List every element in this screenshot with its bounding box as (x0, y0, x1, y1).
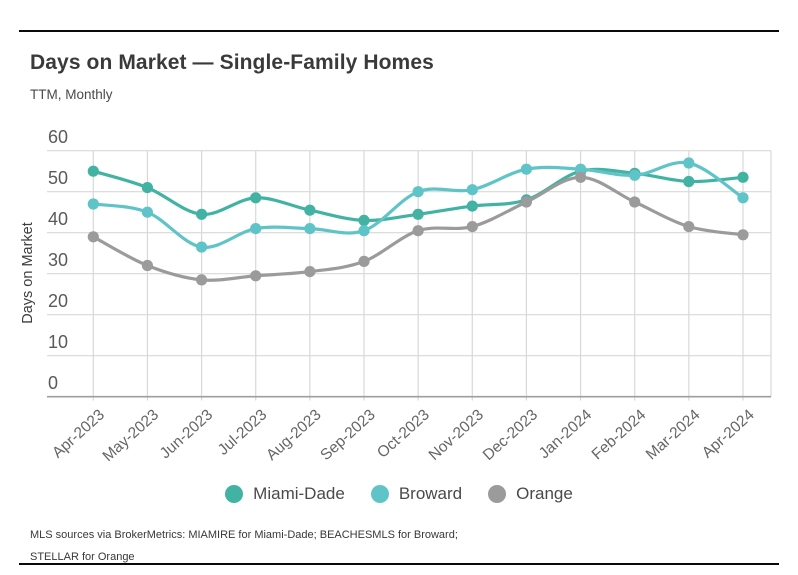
data-point-orange (575, 171, 587, 183)
data-point-broward (683, 157, 695, 169)
x-tick-label: Oct-2023 (374, 406, 433, 461)
data-point-broward (466, 184, 478, 196)
data-point-orange (412, 225, 424, 237)
data-point-miami-dade (412, 208, 424, 220)
chart-legend: Miami-Dade Broward Orange (0, 484, 798, 504)
legend-item-orange: Orange (488, 484, 573, 504)
top-rule (19, 30, 779, 32)
legend-dot-icon (488, 485, 507, 503)
x-tick-label: May-2023 (100, 406, 163, 465)
x-tick-label: Aug-2023 (263, 406, 324, 464)
legend-label: Broward (398, 484, 463, 503)
data-point-orange (629, 196, 641, 208)
data-point-orange (250, 270, 262, 282)
x-tick-label: Sep-2023 (317, 406, 378, 464)
data-point-broward (520, 163, 533, 175)
y-axis-title: Days on Market (20, 222, 36, 324)
x-tick-label: Feb-2024 (589, 406, 650, 463)
bottom-rule (19, 563, 779, 565)
y-tick-label: 40 (48, 209, 68, 229)
x-tick-label: Jul-2023 (215, 406, 271, 458)
x-tick-label: Apr-2024 (699, 406, 758, 462)
data-point-broward (87, 198, 99, 210)
x-tick-label: Nov-2023 (426, 406, 487, 464)
legend-item-broward: Broward (370, 484, 463, 504)
legend-label: Orange (516, 484, 573, 503)
data-point-miami-dade (304, 204, 316, 216)
x-tick-label: Mar-2024 (643, 406, 704, 463)
footer-source-line1: MLS sources via BrokerMetrics: MIAMIRE f… (30, 529, 458, 541)
y-tick-label: 0 (48, 373, 58, 393)
footer-source-note: MLS sources via BrokerMetrics: MIAMIRE f… (30, 524, 458, 568)
data-point-broward (304, 223, 316, 235)
data-point-broward (196, 241, 208, 253)
chart-subtitle: TTM, Monthly (30, 87, 113, 102)
y-tick-label: 60 (48, 127, 68, 147)
page-title: Days on Market — Single-Family Homes (30, 51, 434, 74)
data-point-orange (683, 221, 695, 233)
y-tick-label: 30 (48, 250, 68, 270)
legend-label: Miami-Dade (253, 484, 345, 503)
data-point-miami-dade (737, 171, 749, 183)
data-point-orange (141, 259, 153, 272)
data-point-broward (141, 206, 153, 218)
x-tick-label: Jun-2023 (157, 406, 216, 462)
data-point-orange (358, 255, 370, 267)
legend-dot-icon (225, 485, 244, 503)
footer-source-line2: STELLAR for Orange (30, 551, 135, 563)
data-point-broward (629, 169, 641, 181)
data-point-orange (196, 274, 208, 286)
data-point-broward (575, 163, 587, 175)
legend-dot-icon (370, 485, 389, 503)
data-point-miami-dade (250, 192, 262, 204)
data-point-miami-dade (196, 208, 208, 220)
data-point-broward (412, 186, 424, 198)
x-tick-label: Jan-2024 (536, 406, 596, 462)
y-tick-label: 50 (48, 168, 68, 188)
data-point-miami-dade (358, 214, 370, 226)
data-point-orange (466, 221, 478, 233)
data-point-miami-dade (141, 182, 153, 194)
data-point-orange (304, 266, 316, 278)
y-tick-label: 20 (48, 291, 68, 311)
data-point-orange (520, 196, 533, 208)
data-point-orange (737, 229, 749, 241)
data-point-broward (250, 223, 262, 235)
data-point-broward (358, 225, 370, 237)
data-point-miami-dade (466, 200, 478, 212)
data-point-orange (87, 231, 99, 243)
y-tick-label: 10 (48, 332, 68, 352)
x-tick-label: Dec-2023 (480, 406, 541, 464)
data-point-broward (737, 192, 749, 204)
data-point-miami-dade (87, 165, 99, 177)
legend-item-miami-dade: Miami-Dade (225, 484, 345, 504)
data-point-miami-dade (683, 175, 695, 188)
